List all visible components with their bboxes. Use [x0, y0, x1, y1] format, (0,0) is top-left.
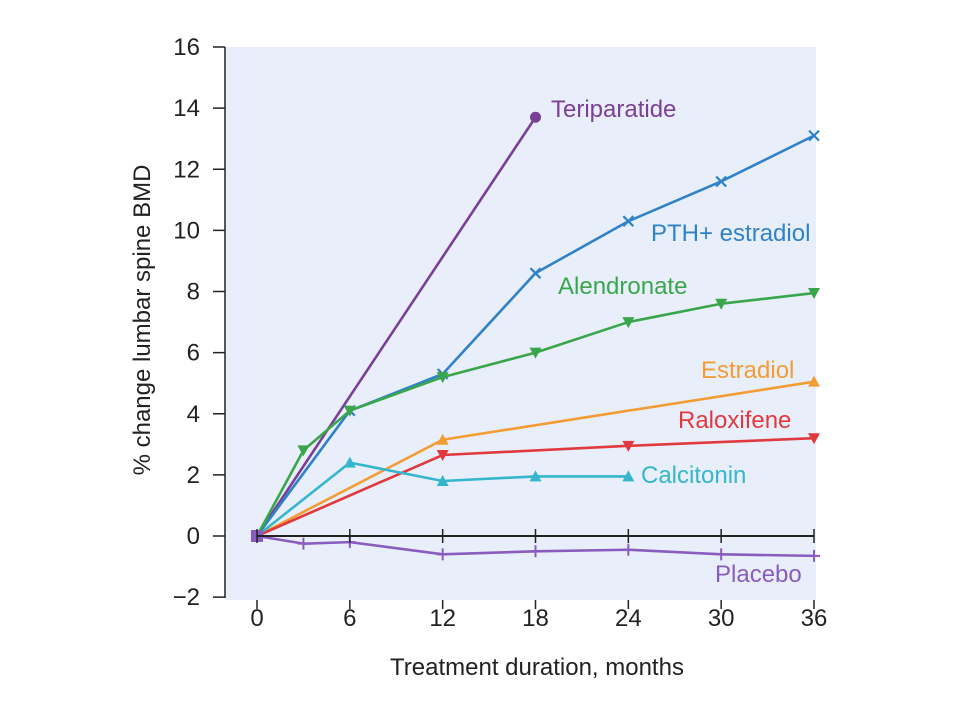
- calcitonin-point: [343, 456, 356, 468]
- placebo-label: Placebo: [715, 561, 802, 588]
- alendronate-point: [529, 347, 542, 359]
- alendronate-point: [715, 298, 728, 310]
- estradiol-point: [808, 375, 820, 387]
- y-tick-label: 8: [187, 279, 200, 306]
- placebo-point: [622, 543, 635, 556]
- series-raloxifene: [256, 433, 820, 538]
- series-placebo: [256, 534, 820, 562]
- y-tick-label: −2: [173, 584, 200, 611]
- y-tick-label: 4: [187, 401, 200, 428]
- x-tick-label: 30: [708, 605, 735, 632]
- placebo-point: [715, 548, 728, 561]
- raloxifene-line: [256, 436, 815, 538]
- pth-estradiol-label: PTH+ estradiol: [651, 220, 810, 247]
- alendronate-point: [622, 317, 635, 329]
- placebo-point: [808, 549, 820, 562]
- calcitonin-point: [436, 474, 449, 486]
- y-tick-label: 2: [187, 462, 200, 489]
- alendronate-label: Alendronate: [558, 273, 687, 300]
- estradiol-label: Estradiol: [701, 357, 794, 384]
- y-tick-label: 12: [173, 156, 200, 183]
- placebo-line: [256, 534, 815, 558]
- x-tick-label: 12: [429, 605, 456, 632]
- series-alendronate: [255, 288, 820, 537]
- x-tick-label: 36: [801, 605, 828, 632]
- y-tick-label: 6: [187, 340, 200, 367]
- series-estradiol: [256, 375, 820, 538]
- calcitonin-label: Calcitonin: [641, 462, 746, 489]
- plot-background: [225, 47, 816, 600]
- pth-estradiol-point: [529, 267, 542, 279]
- teriparatide-label: Teriparatide: [551, 96, 676, 123]
- alendronate-point: [297, 445, 310, 457]
- x-tick-label: 24: [615, 605, 642, 632]
- alendronate-point: [808, 288, 820, 300]
- placebo-point: [529, 545, 542, 558]
- pth-estradiol-point: [715, 175, 727, 188]
- raloxifene-point: [808, 433, 820, 445]
- teriparatide-line: [255, 116, 537, 537]
- raloxifene-point: [436, 450, 449, 462]
- calcitonin-point: [529, 470, 542, 482]
- y-tick-label: 10: [173, 217, 200, 244]
- y-axis-title: % change lumbar spine BMD: [129, 165, 156, 476]
- teriparatide-point: [530, 111, 541, 123]
- y-tick-label: 16: [173, 34, 200, 61]
- y-tick-label: 14: [173, 95, 200, 122]
- x-tick-label: 0: [250, 605, 263, 632]
- alendronate-point: [343, 405, 356, 417]
- pth-estradiol-point: [808, 129, 820, 142]
- placebo-point: [297, 537, 310, 550]
- raloxifene-point: [622, 440, 635, 452]
- x-axis-title: Treatment duration, months: [390, 654, 684, 681]
- calcitonin-point: [622, 470, 635, 482]
- x-tick-label: 18: [522, 605, 549, 632]
- pth-estradiol-point: [622, 215, 635, 227]
- axes-layer: 16 14 12 10 8 6 4 2 0 −2 0 6 12 18 24 30 36: [173, 34, 828, 632]
- labels-layer: Teriparatide PTH+ estradiol Alendronate Est…: [551, 96, 810, 588]
- series-layer: [251, 111, 820, 562]
- placebo-point: [436, 548, 449, 561]
- raloxifene-label: Raloxifene: [678, 407, 791, 434]
- series-calcitonin: [256, 456, 635, 538]
- estradiol-point: [436, 433, 449, 445]
- x-tick-label: 6: [343, 605, 356, 632]
- y-tick-label: 0: [187, 523, 200, 550]
- series-teriparatide: [255, 111, 541, 537]
- alendronate-line: [255, 291, 815, 537]
- alendronate-point: [436, 372, 449, 384]
